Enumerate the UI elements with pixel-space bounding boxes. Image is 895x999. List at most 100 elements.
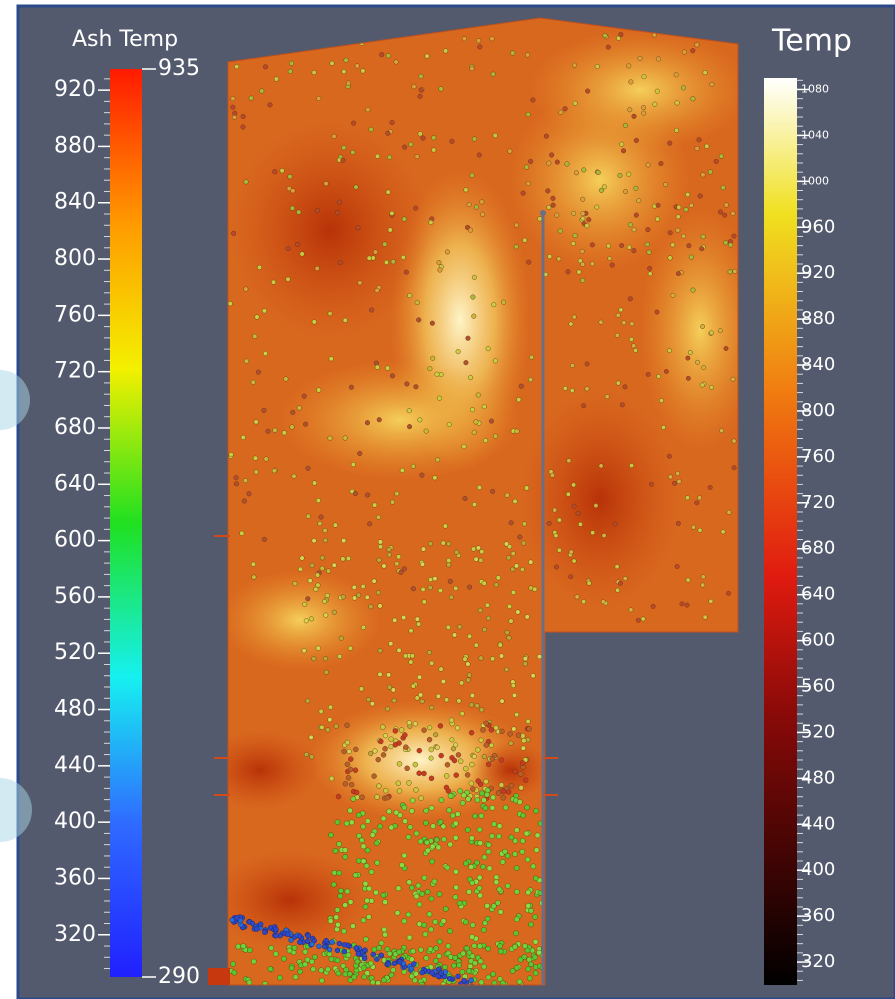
particle — [419, 74, 424, 79]
particle — [420, 473, 425, 478]
particle — [496, 834, 501, 839]
particle — [361, 965, 366, 970]
particle — [537, 654, 542, 659]
particle — [427, 725, 432, 730]
particle — [675, 471, 679, 475]
particle — [328, 832, 333, 837]
particle — [493, 359, 498, 364]
particle — [465, 772, 470, 777]
particle — [350, 923, 355, 928]
particle — [466, 796, 471, 801]
particle — [369, 127, 374, 132]
particle — [413, 787, 418, 792]
particle — [572, 559, 576, 563]
particle — [381, 978, 386, 983]
particle — [386, 673, 391, 678]
particle — [242, 499, 247, 504]
particle — [457, 901, 462, 906]
particle — [334, 927, 339, 932]
particle — [549, 153, 554, 158]
particle — [478, 893, 483, 898]
particle — [424, 840, 429, 845]
particle — [356, 858, 361, 863]
tick-label: 1000 — [801, 174, 829, 187]
particle — [446, 789, 451, 794]
particle — [373, 749, 378, 754]
particle — [385, 366, 390, 371]
particle — [402, 919, 407, 924]
tick-label: 400 — [54, 809, 96, 834]
particle — [394, 60, 399, 65]
tick-label: 520 — [801, 721, 835, 742]
particle — [380, 725, 385, 730]
particle — [493, 133, 498, 138]
particle — [528, 560, 533, 565]
particle — [302, 648, 307, 653]
particle — [323, 528, 328, 533]
particle — [676, 521, 680, 525]
particle — [511, 683, 516, 688]
particle — [578, 522, 582, 526]
particle — [505, 853, 510, 858]
particle — [437, 953, 442, 958]
particle — [563, 386, 567, 390]
particle — [409, 142, 414, 147]
particle — [376, 515, 381, 520]
particle — [446, 563, 451, 568]
particle — [472, 430, 477, 435]
particle — [547, 161, 552, 166]
particle — [551, 203, 556, 208]
particle — [606, 244, 610, 248]
particle — [411, 684, 416, 689]
particle — [634, 186, 639, 191]
particle — [322, 599, 327, 604]
particle — [383, 746, 388, 751]
particle — [613, 522, 617, 526]
particle — [389, 737, 394, 742]
particle — [557, 518, 561, 522]
particle — [289, 938, 294, 943]
particle — [526, 181, 531, 186]
particle — [243, 478, 248, 483]
particle — [514, 712, 519, 717]
particle — [484, 792, 489, 797]
particle — [379, 52, 384, 57]
particle — [410, 654, 415, 659]
particle — [664, 369, 668, 373]
particle — [409, 957, 414, 962]
particle — [444, 697, 449, 702]
particle — [569, 550, 573, 554]
particle — [330, 61, 335, 66]
tick-label: 760 — [54, 302, 96, 327]
particle — [319, 968, 324, 973]
particle — [381, 752, 386, 757]
particle — [383, 900, 388, 905]
particle — [433, 919, 438, 924]
particle — [605, 394, 609, 398]
particle — [435, 745, 440, 750]
particle — [391, 967, 396, 972]
particle — [554, 213, 559, 218]
particle — [701, 575, 705, 579]
particle — [409, 808, 414, 813]
tick-label: 640 — [54, 471, 96, 496]
particle — [268, 103, 273, 108]
particle — [386, 809, 391, 814]
particle — [409, 660, 414, 665]
particle — [343, 847, 348, 852]
particle — [320, 725, 325, 730]
particle — [318, 521, 323, 526]
particle — [521, 746, 526, 751]
particle — [481, 964, 486, 969]
particle — [262, 309, 267, 314]
particle — [332, 610, 337, 615]
particle — [685, 496, 689, 500]
particle — [629, 608, 633, 612]
particle — [471, 295, 476, 300]
particle — [329, 776, 334, 781]
particle — [338, 894, 343, 899]
particle — [402, 567, 407, 572]
particle — [379, 953, 384, 958]
particle — [490, 656, 495, 661]
particle — [498, 643, 503, 648]
